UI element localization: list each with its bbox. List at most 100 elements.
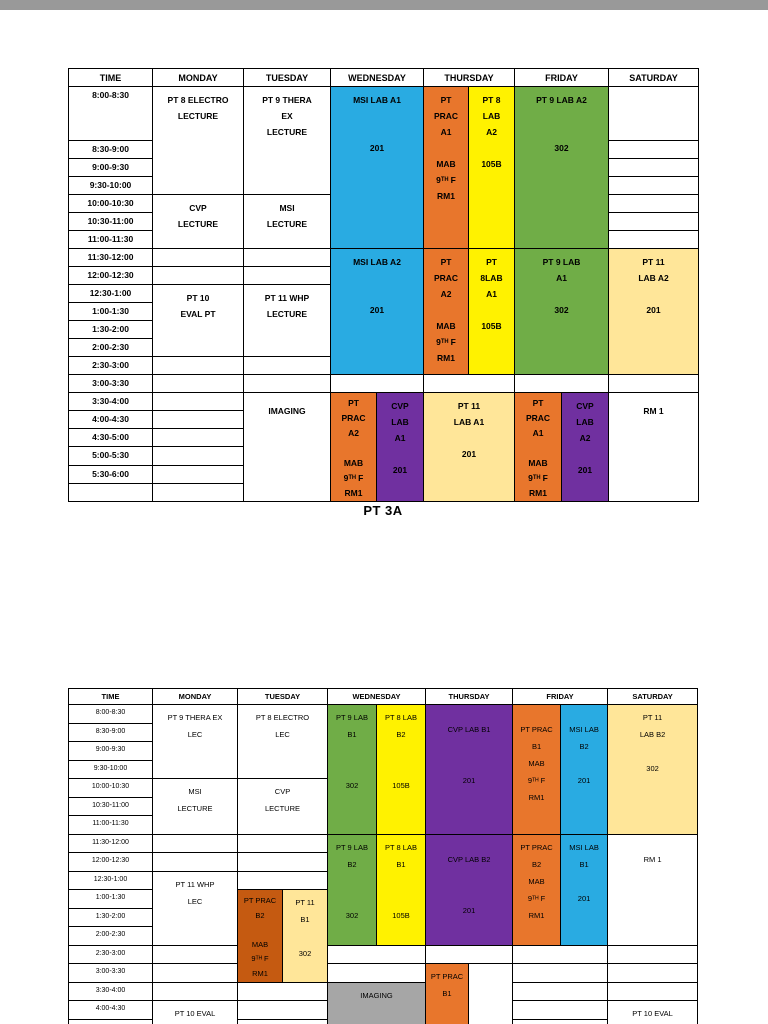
empty-cell (326, 944, 427, 964)
time-slot: 9:30-10:00 (68, 759, 153, 779)
viewer-top-bar (0, 0, 768, 10)
cell-mon-pt11-whp-lec: PT 11 WHP LEC (152, 870, 238, 946)
cell-tue-msi-lecture: MSI LECTURE (243, 194, 331, 249)
empty-cell (152, 944, 238, 964)
time-slot: 2:00-2:30 (68, 926, 153, 946)
time-slot: 12:00-12:30 (68, 266, 153, 285)
empty-cell (237, 1019, 328, 1024)
time-slot: 2:00-2:30 (68, 338, 153, 357)
time-slot: 1:30-2:00 (68, 907, 153, 927)
column-header-time: TIME (68, 68, 153, 87)
empty-cell (607, 212, 700, 231)
time-slot: 4:30-5:00 (68, 1019, 153, 1024)
empty-cell (152, 963, 238, 983)
cell-wed-pt8-lab-b2: PT 8 LAB B2 105B (375, 704, 427, 835)
time-slot: 10:30-11:00 (68, 212, 153, 231)
empty-cell (152, 446, 244, 466)
cell-sat-pt10-eval: PT 10 EVAL (607, 1000, 699, 1024)
empty-cell (152, 356, 244, 375)
column-header-friday: FRIDAY (512, 688, 609, 705)
time-slot (68, 482, 153, 503)
empty-cell (152, 464, 244, 484)
cell-wed-imaging: IMAGING 201 (326, 981, 427, 1024)
empty-cell (607, 230, 700, 249)
time-slot: 10:00-10:30 (68, 778, 153, 798)
cell-thu-pt8-lab-a2: PT 8 LAB A2 105B (468, 86, 515, 249)
time-slot: 2:30-3:00 (68, 944, 153, 964)
empty-cell (152, 374, 244, 393)
cell-mon-pt10-eval: PT 10 EVAL (152, 1000, 238, 1024)
empty-cell (152, 482, 244, 503)
table-caption-pt3a: PT 3A (363, 503, 403, 518)
empty-cell (237, 1000, 328, 1020)
cell-wed-cvp-lab-a1: CVP LAB A1 201 (376, 392, 424, 502)
empty-cell (237, 852, 328, 872)
cell-wed-pt9-lab-b1: PT 9 LAB B1 302 (327, 704, 377, 835)
cell-mon-pt8-electro-lecture: PT 8 ELECTRO LECTURE (152, 86, 244, 195)
empty-cell (152, 833, 238, 853)
empty-cell (512, 1000, 609, 1020)
time-slot: 2:30-3:00 (68, 356, 153, 375)
empty-cell (243, 356, 331, 375)
time-slot: 11:30-12:00 (68, 833, 153, 853)
cell-tue-imaging: IMAGING (243, 392, 331, 502)
empty-cell (607, 176, 700, 195)
cell-tue-pt11-whp-lecture: PT 11 WHP LECTURE (243, 284, 331, 357)
cell-mon-cvp-lecture: CVP LECTURE (152, 194, 244, 249)
empty-cell (237, 981, 328, 1001)
empty-cell (607, 374, 700, 393)
time-slot: 3:30-4:00 (68, 981, 153, 1001)
empty-cell (237, 833, 328, 853)
empty-cell (152, 428, 244, 448)
empty-cell (607, 194, 700, 213)
cell-fri-pt-prac-b1: PT PRAC B1 MAB 9ᵀᴴ F RM1 (512, 704, 562, 835)
empty-cell (607, 944, 699, 964)
cell-mon-msi-lecture: MSI LECTURE (152, 778, 238, 835)
column-header-tuesday: TUESDAY (237, 688, 328, 705)
empty-cell (423, 374, 515, 393)
empty-cell (607, 963, 699, 983)
empty-cell (512, 1019, 609, 1024)
time-slot: 12:30-1:00 (68, 870, 153, 890)
cell-fri-msi-lab-b1: MSI LAB B1 201 (560, 833, 609, 946)
cell-sat-rm1: RM 1 (607, 392, 700, 502)
column-header-thursday: THURSDAY (425, 688, 514, 705)
cell-wed-msi-lab-a2: MSI LAB A2 201 (330, 248, 424, 375)
time-slot: 12:00-12:30 (68, 852, 153, 872)
empty-cell (152, 391, 244, 412)
empty-cell (514, 374, 609, 393)
empty-cell (243, 374, 331, 393)
column-header-wednesday: WEDNESDAY (326, 688, 427, 705)
time-slot: 1:00-1:30 (68, 302, 153, 321)
cell-tue-pt11-b1: PT 11 B1 302 (282, 889, 328, 983)
time-slot: 3:00-3:30 (68, 374, 153, 393)
cell-thu-cvp-lab-b1: CVP LAB B1 201 (425, 704, 514, 835)
cell-thu-pt11-lab-a1: PT 11 LAB A1 201 (423, 392, 515, 502)
time-slot: 1:30-2:00 (68, 320, 153, 339)
time-slot: 4:00-4:30 (68, 410, 153, 430)
cell-tue-pt9-thera-ex-lecture: PT 9 THERA EX LECTURE (243, 86, 331, 195)
cell-wed-pt8-lab-b1: PT 8 LAB B1 105B (375, 833, 427, 946)
time-slot: 8:30-9:00 (68, 140, 153, 159)
cell-thu-cvp-lab-b2: CVP LAB B2 201 (425, 833, 514, 946)
time-slot: 5:30-6:00 (68, 464, 153, 484)
empty-cell (152, 266, 244, 285)
cell-thu-pt8-lab-a1: PT 8LAB A1 105B (468, 248, 515, 375)
schedule-table-pt3a: TIME MONDAY TUESDAY WEDNESDAY THURSDAY F… (68, 68, 700, 503)
cell-sat-pt11-lab-a2: PT 11 LAB A2 201 (607, 248, 700, 375)
cell-tue-pt-prac-b2: PT PRAC B2 MAB 9ᵀᴴ F RM1 (237, 889, 283, 983)
empty-cell (152, 852, 238, 872)
column-header-time: TIME (68, 688, 153, 705)
empty-cell (330, 374, 424, 393)
empty-cell (607, 158, 700, 177)
empty-cell (468, 963, 514, 1024)
time-slot: 8:30-9:00 (68, 722, 153, 742)
empty-cell (326, 963, 427, 983)
time-slot: 4:00-4:30 (68, 1000, 153, 1020)
empty-cell (607, 981, 699, 1001)
time-slot: 8:00-8:30 (68, 86, 153, 141)
column-header-saturday: SATURDAY (607, 688, 699, 705)
cell-wed-pt-prac-a2: PT PRAC A2 MAB 9ᵀᴴ F RM1 (330, 392, 377, 502)
cell-tue-cvp-lecture: CVP LECTURE (237, 778, 328, 835)
cell-thu-pt-prac-a1: PT PRAC A1 MAB 9ᵀᴴ F RM1 (423, 86, 469, 249)
